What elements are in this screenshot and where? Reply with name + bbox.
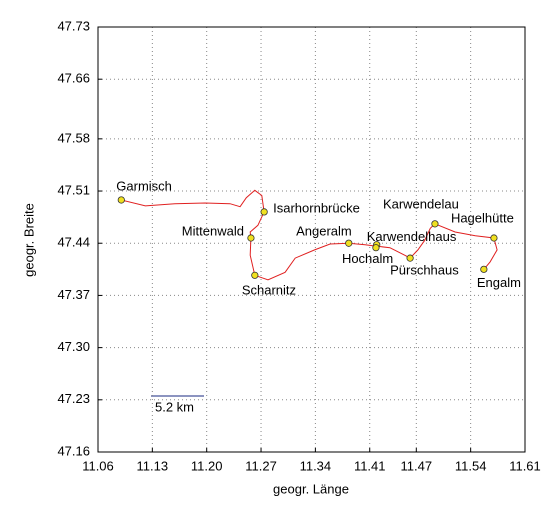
y-tick-label: 47.23 bbox=[57, 391, 90, 406]
y-tick-label: 47.73 bbox=[57, 18, 90, 33]
x-tick-label: 11.06 bbox=[82, 458, 114, 473]
station-label: Hochalm bbox=[342, 251, 393, 266]
scale-label: 5.2 km bbox=[155, 399, 194, 414]
y-tick-label: 47.66 bbox=[57, 71, 90, 86]
x-axis-label: geogr. Länge bbox=[273, 481, 349, 496]
station-label: Mittenwald bbox=[182, 223, 244, 238]
y-tick-label: 47.30 bbox=[57, 339, 90, 354]
x-tick-label: 11.20 bbox=[191, 458, 223, 473]
plot-frame bbox=[97, 26, 526, 453]
station-label: Karwendelhaus bbox=[367, 229, 457, 244]
station-label: Angeralm bbox=[296, 224, 352, 239]
station-point bbox=[260, 208, 268, 216]
x-tick-label: 11.41 bbox=[354, 458, 386, 473]
y-axis-label: geogr. Breite bbox=[21, 203, 36, 277]
station-point bbox=[372, 244, 380, 252]
station-point bbox=[480, 265, 488, 273]
station-point bbox=[406, 254, 414, 262]
y-tick-label: 47.58 bbox=[57, 130, 90, 145]
station-label: Karwendelau bbox=[383, 196, 459, 211]
x-tick-label: 11.27 bbox=[245, 458, 277, 473]
x-tick-label: 11.13 bbox=[137, 458, 169, 473]
x-tick-label: 11.34 bbox=[300, 458, 332, 473]
station-label: Scharnitz bbox=[242, 283, 296, 298]
station-label: Hagelhütte bbox=[451, 210, 514, 225]
station-point bbox=[251, 271, 259, 279]
x-tick-label: 11.47 bbox=[401, 458, 433, 473]
station-point bbox=[431, 220, 439, 228]
station-label: Engalm bbox=[477, 275, 521, 290]
x-tick-label: 11.54 bbox=[455, 458, 487, 473]
y-tick-label: 47.51 bbox=[57, 182, 90, 197]
station-point bbox=[345, 239, 353, 247]
station-point bbox=[117, 196, 125, 204]
station-point bbox=[247, 234, 255, 242]
y-tick-label: 47.44 bbox=[57, 235, 90, 250]
station-point bbox=[490, 234, 498, 242]
y-tick-label: 47.37 bbox=[57, 287, 90, 302]
station-label: Garmisch bbox=[116, 178, 172, 193]
y-tick-label: 47.16 bbox=[57, 443, 90, 458]
station-label: Isarhornbrücke bbox=[273, 200, 360, 215]
x-tick-label: 11.61 bbox=[509, 458, 541, 473]
station-label: Pürschhaus bbox=[390, 263, 459, 278]
